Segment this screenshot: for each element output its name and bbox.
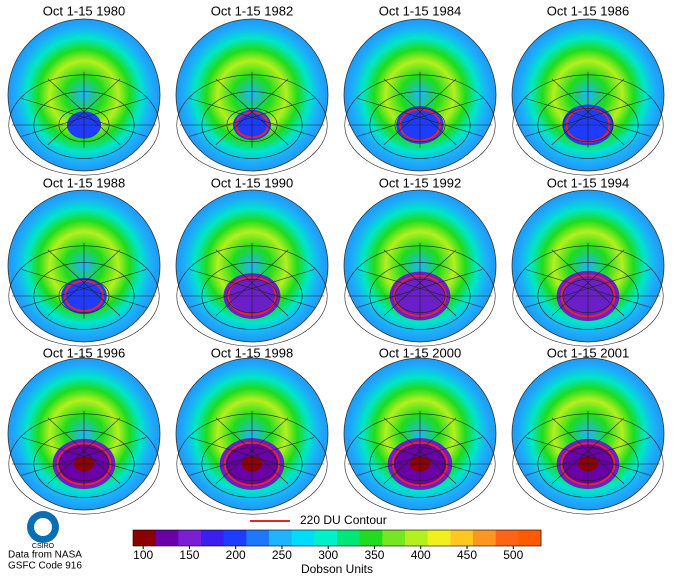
meridian bbox=[215, 417, 289, 484]
meridian bbox=[525, 437, 651, 476]
globe bbox=[511, 189, 665, 347]
credit: Data from NASA bbox=[8, 550, 82, 561]
meridian bbox=[189, 269, 315, 308]
colorbar-cell bbox=[246, 530, 270, 546]
panel-title: Oct 1-15 1984 bbox=[379, 3, 461, 18]
colorbar-cell bbox=[427, 530, 451, 546]
panel-title: Oct 1-15 1990 bbox=[211, 175, 293, 190]
globe bbox=[175, 189, 329, 347]
globe bbox=[343, 357, 497, 515]
colorbar-cell bbox=[473, 530, 497, 546]
colorbar-cell bbox=[223, 530, 247, 546]
colorbar-tick-label: 400 bbox=[411, 548, 431, 562]
panel-title: Oct 1-15 1986 bbox=[547, 3, 629, 18]
globe bbox=[343, 189, 497, 347]
colorbar-frame bbox=[132, 529, 542, 547]
meridian bbox=[21, 269, 147, 308]
panel-title: Oct 1-15 1982 bbox=[211, 3, 293, 18]
colorbar-cell bbox=[359, 530, 383, 546]
meridian bbox=[383, 249, 457, 316]
meridian bbox=[189, 98, 315, 137]
meridian bbox=[357, 437, 483, 476]
colorbar-cell bbox=[518, 530, 542, 546]
globe bbox=[7, 357, 161, 515]
meridian bbox=[551, 78, 625, 145]
colorbar-cell bbox=[382, 530, 406, 546]
meridian bbox=[47, 417, 121, 484]
colorbar-cell bbox=[337, 530, 361, 546]
panel-title: Oct 1-15 1988 bbox=[43, 175, 125, 190]
globe bbox=[7, 189, 161, 347]
globe bbox=[7, 18, 161, 176]
colorbar-label: Dobson Units bbox=[301, 562, 373, 576]
colorbar-cell bbox=[178, 530, 202, 546]
colorbar-cell bbox=[291, 530, 315, 546]
meridian bbox=[215, 249, 289, 316]
globe bbox=[343, 18, 497, 176]
colorbar-tick-label: 200 bbox=[226, 548, 246, 562]
logo: CSIRO bbox=[27, 511, 59, 550]
meridian bbox=[551, 249, 625, 316]
colorbar-tick-label: 500 bbox=[503, 548, 523, 562]
meridian bbox=[357, 98, 483, 137]
meridian bbox=[189, 437, 315, 476]
panel-title: Oct 1-15 2001 bbox=[547, 345, 629, 360]
meridian bbox=[551, 417, 625, 484]
colorbar-tick-label: 100 bbox=[133, 548, 153, 562]
logo-text: CSIRO bbox=[32, 543, 55, 550]
meridian bbox=[525, 269, 651, 308]
meridian bbox=[215, 78, 289, 145]
meridian bbox=[383, 417, 457, 484]
colorbar-cell bbox=[133, 530, 157, 546]
meridian bbox=[47, 78, 121, 145]
panel-title: Oct 1-15 1992 bbox=[379, 175, 461, 190]
colorbar-cell bbox=[269, 530, 293, 546]
credit: GSFC Code 916 bbox=[8, 561, 82, 572]
colorbar-cell bbox=[450, 530, 474, 546]
panel-title: Oct 1-15 1994 bbox=[547, 175, 629, 190]
colorbar-cell bbox=[314, 530, 338, 546]
meridian bbox=[21, 98, 147, 137]
panel-title: Oct 1-15 1998 bbox=[211, 345, 293, 360]
meridian bbox=[357, 269, 483, 308]
colorbar-cell bbox=[155, 530, 179, 546]
panel-title: Oct 1-15 1980 bbox=[43, 3, 125, 18]
meridian bbox=[525, 98, 651, 137]
meridian bbox=[383, 78, 457, 145]
meridian bbox=[47, 249, 121, 316]
meridian bbox=[21, 437, 147, 476]
legend-label: 220 DU Contour bbox=[300, 513, 387, 527]
colorbar-tick-label: 300 bbox=[318, 548, 338, 562]
panel-title: Oct 1-15 1996 bbox=[43, 345, 125, 360]
globe bbox=[175, 18, 329, 176]
colorbar-tick-label: 450 bbox=[457, 548, 477, 562]
colorbar-cell bbox=[405, 530, 429, 546]
globe bbox=[511, 357, 665, 515]
colorbar-tick-label: 150 bbox=[179, 548, 199, 562]
colorbar-tick-label: 350 bbox=[364, 548, 384, 562]
colorbar-cell bbox=[201, 530, 225, 546]
globe bbox=[511, 18, 665, 176]
colorbar-cell bbox=[495, 530, 519, 546]
colorbar-tick-label: 250 bbox=[272, 548, 292, 562]
panel-title: Oct 1-15 2000 bbox=[379, 345, 461, 360]
globe bbox=[175, 357, 329, 515]
